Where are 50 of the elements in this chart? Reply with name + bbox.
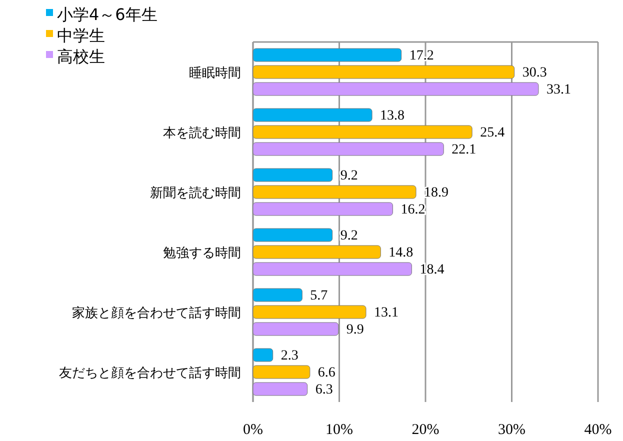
bar bbox=[252, 142, 444, 156]
data-label: 25.4 bbox=[480, 126, 505, 140]
bar bbox=[252, 82, 539, 96]
bar bbox=[252, 348, 274, 362]
legend-label: 小学4～6年生 bbox=[57, 5, 158, 24]
data-label: 22.1 bbox=[452, 142, 476, 158]
bar bbox=[252, 288, 302, 302]
data-label: 6.6 bbox=[318, 366, 336, 380]
bar bbox=[252, 185, 416, 199]
x-tick-label: 20% bbox=[412, 422, 440, 438]
x-tick-label: 0% bbox=[243, 422, 263, 438]
bar bbox=[252, 168, 333, 182]
bar bbox=[252, 322, 339, 336]
bar bbox=[252, 48, 402, 62]
data-label: 18.4 bbox=[420, 262, 444, 278]
bar bbox=[252, 228, 333, 242]
data-label: 9.2 bbox=[340, 228, 358, 244]
y-tick-label: 家族と顔を合わせて話す時間 bbox=[72, 305, 241, 321]
x-tick-label: 40% bbox=[584, 422, 612, 438]
y-tick-label: 本を読む時間 bbox=[163, 126, 241, 141]
data-label: 5.7 bbox=[310, 288, 328, 304]
y-tick-label: 睡眠時間 bbox=[189, 66, 241, 81]
data-label: 17.2 bbox=[409, 48, 434, 64]
bar bbox=[252, 125, 472, 139]
bar bbox=[252, 108, 372, 122]
y-tick-label: 新聞を読む時間 bbox=[150, 186, 241, 201]
bar bbox=[252, 245, 381, 259]
bar bbox=[252, 65, 515, 79]
x-tick-label: 30% bbox=[498, 422, 526, 438]
y-tick-label: 友だちと顔を合わせて話す時間 bbox=[59, 366, 241, 381]
data-label: 30.3 bbox=[522, 66, 547, 80]
data-label: 9.2 bbox=[340, 168, 358, 184]
bar bbox=[252, 305, 366, 319]
data-label: 18.9 bbox=[424, 186, 449, 200]
data-label: 9.9 bbox=[346, 322, 364, 338]
data-label: 14.8 bbox=[388, 246, 414, 260]
data-label: 13.8 bbox=[380, 108, 405, 124]
bar bbox=[252, 382, 308, 396]
data-label: 2.3 bbox=[280, 348, 298, 364]
bar bbox=[252, 262, 412, 276]
data-label: 6.3 bbox=[315, 382, 333, 398]
x-tick-label: 10% bbox=[326, 422, 353, 438]
legend-label: 高校生 bbox=[57, 47, 105, 66]
data-label: 16.2 bbox=[400, 202, 426, 218]
bar bbox=[252, 365, 310, 379]
data-label: 33.1 bbox=[546, 82, 571, 98]
legend-label: 中学生 bbox=[57, 26, 105, 45]
data-label: 13.1 bbox=[374, 306, 398, 320]
bar bbox=[252, 202, 393, 216]
y-tick-label: 勉強する時間 bbox=[163, 246, 241, 261]
